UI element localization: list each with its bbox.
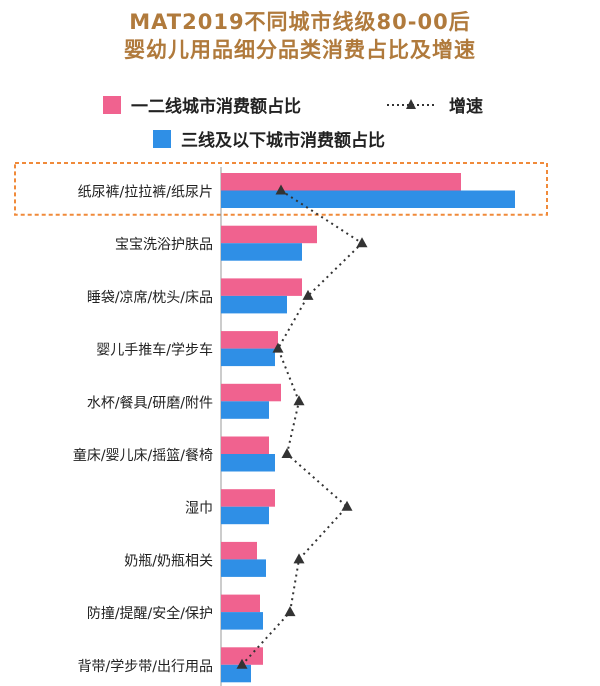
chart-title-line-1: MAT2019不同城市线级80-00后 <box>129 10 471 34</box>
bar-tier12 <box>221 278 302 296</box>
bar-tier12 <box>221 331 278 349</box>
legend-label-tier12: 一二线城市消费额占比 <box>131 97 301 117</box>
bar-tier3 <box>221 190 515 208</box>
legend-line-growth <box>387 98 435 109</box>
bar-tier12 <box>221 383 281 402</box>
category-label: 宝宝洗浴护肤品 <box>115 237 213 253</box>
bar-tier3 <box>221 664 251 683</box>
bar-tier3 <box>221 559 266 577</box>
bar-tier3 <box>221 612 263 630</box>
bar-tier12 <box>221 173 461 191</box>
bar-tier3 <box>221 454 275 472</box>
bar-tier3 <box>221 401 269 419</box>
highlight-box <box>14 162 548 216</box>
legend-swatch-tier12 <box>103 95 121 114</box>
bar-tier3 <box>221 506 269 525</box>
chart-title-line-2: 婴幼儿用品细分品类消费占比及增速 <box>124 38 476 62</box>
bar-tier3 <box>221 295 287 314</box>
category-label: 睡袋/凉席/枕头/床品 <box>87 290 213 306</box>
legend-item-tier12: 一二线城市消费额占比 <box>103 92 301 117</box>
growth-point <box>272 342 284 353</box>
category-label: 防撞/提醒/安全/保护 <box>87 605 213 622</box>
growth-point <box>356 237 368 248</box>
legend-item-tier3: 三线及以下城市消费额占比 <box>153 126 385 151</box>
growth-point <box>293 395 305 406</box>
chart-title: MAT2019不同城市线级80-00后 婴幼儿用品细分品类消费占比及增速 <box>0 8 600 64</box>
legend-label-tier3: 三线及以下城市消费额占比 <box>181 131 385 151</box>
bar-tier3 <box>221 243 302 261</box>
growth-point <box>341 500 353 511</box>
bar-tier12 <box>221 436 269 454</box>
bar-tier3 <box>221 348 275 367</box>
chart-legend: 一二线城市消费额占比 增速 三线及以下城市消费额占比 <box>0 0 600 160</box>
bar-tier12 <box>221 489 275 507</box>
category-label: 婴儿手推车/学步车 <box>96 342 213 359</box>
growth-point <box>293 553 305 564</box>
growth-point <box>275 184 287 195</box>
legend-swatch-tier3 <box>153 129 171 148</box>
category-label: 背带/学步带/出行用品 <box>78 659 213 675</box>
category-label: 水杯/餐具/研磨/附件 <box>87 395 213 411</box>
legend-label-growth: 增速 <box>449 97 483 117</box>
category-label: 湿巾 <box>185 501 213 517</box>
growth-point <box>281 448 293 458</box>
growth-point <box>236 658 248 669</box>
category-label: 奶瓶/奶瓶相关 <box>124 553 213 569</box>
bar-tier12 <box>221 647 263 665</box>
legend-item-growth: 增速 <box>385 92 483 117</box>
growth-point <box>302 289 314 300</box>
category-label: 纸尿裤/拉拉裤/纸尿片 <box>78 185 213 201</box>
growth-point <box>284 606 296 617</box>
growth-line <box>241 189 364 666</box>
bar-tier12 <box>221 541 257 560</box>
category-label: 童床/婴儿床/摇篮/餐椅 <box>73 447 213 464</box>
bar-tier12 <box>221 594 260 613</box>
bar-tier12 <box>221 225 317 244</box>
